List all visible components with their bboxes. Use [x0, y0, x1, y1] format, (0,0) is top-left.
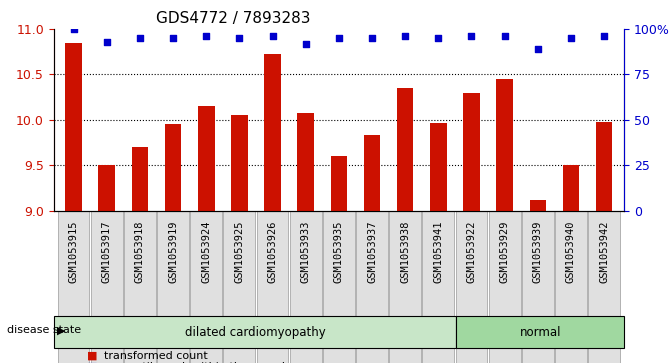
Point [366, 35, 377, 41]
FancyBboxPatch shape [124, 211, 156, 363]
Point [234, 35, 245, 41]
Bar [463, 93, 480, 211]
FancyBboxPatch shape [191, 211, 222, 363]
Point [499, 33, 510, 39]
FancyBboxPatch shape [58, 211, 89, 363]
Point [68, 26, 79, 32]
Bar [364, 135, 380, 211]
Bar [198, 106, 215, 211]
Point [101, 39, 112, 45]
Point [466, 33, 477, 39]
Text: disease state: disease state [7, 325, 81, 335]
Point [599, 33, 609, 39]
Bar [165, 124, 181, 211]
Bar [497, 79, 513, 211]
Bar [397, 88, 413, 211]
FancyBboxPatch shape [588, 211, 620, 363]
FancyBboxPatch shape [290, 211, 321, 363]
FancyBboxPatch shape [488, 211, 521, 363]
Bar [99, 165, 115, 211]
Text: ■: ■ [87, 362, 98, 363]
FancyBboxPatch shape [456, 211, 487, 363]
Point [433, 35, 444, 41]
Bar [596, 122, 613, 211]
Text: dilated cardiomyopathy: dilated cardiomyopathy [185, 326, 325, 339]
Text: ■: ■ [87, 351, 98, 361]
Point [533, 46, 544, 52]
Point [168, 35, 178, 41]
Text: transformed count: transformed count [104, 351, 208, 361]
FancyBboxPatch shape [223, 211, 255, 363]
Bar [331, 156, 347, 211]
FancyBboxPatch shape [91, 211, 123, 363]
Point [301, 41, 311, 46]
Point [267, 33, 278, 39]
Text: GDS4772 / 7893283: GDS4772 / 7893283 [156, 12, 311, 26]
FancyBboxPatch shape [157, 211, 189, 363]
Point [566, 35, 576, 41]
FancyBboxPatch shape [356, 211, 388, 363]
Point [134, 35, 145, 41]
Text: ▶: ▶ [57, 325, 66, 335]
Point [400, 33, 411, 39]
Bar [231, 115, 248, 211]
Bar [65, 42, 82, 211]
Point [333, 35, 344, 41]
Bar [529, 200, 546, 211]
Point [201, 33, 211, 39]
FancyBboxPatch shape [389, 211, 421, 363]
Text: normal: normal [519, 326, 561, 339]
Bar [563, 165, 579, 211]
FancyBboxPatch shape [423, 211, 454, 363]
FancyBboxPatch shape [555, 211, 587, 363]
Bar [132, 147, 148, 211]
FancyBboxPatch shape [256, 211, 289, 363]
Bar [264, 54, 281, 211]
FancyBboxPatch shape [323, 211, 355, 363]
Bar [430, 122, 447, 211]
Text: percentile rank within the sample: percentile rank within the sample [104, 362, 292, 363]
Bar [297, 113, 314, 211]
FancyBboxPatch shape [522, 211, 554, 363]
